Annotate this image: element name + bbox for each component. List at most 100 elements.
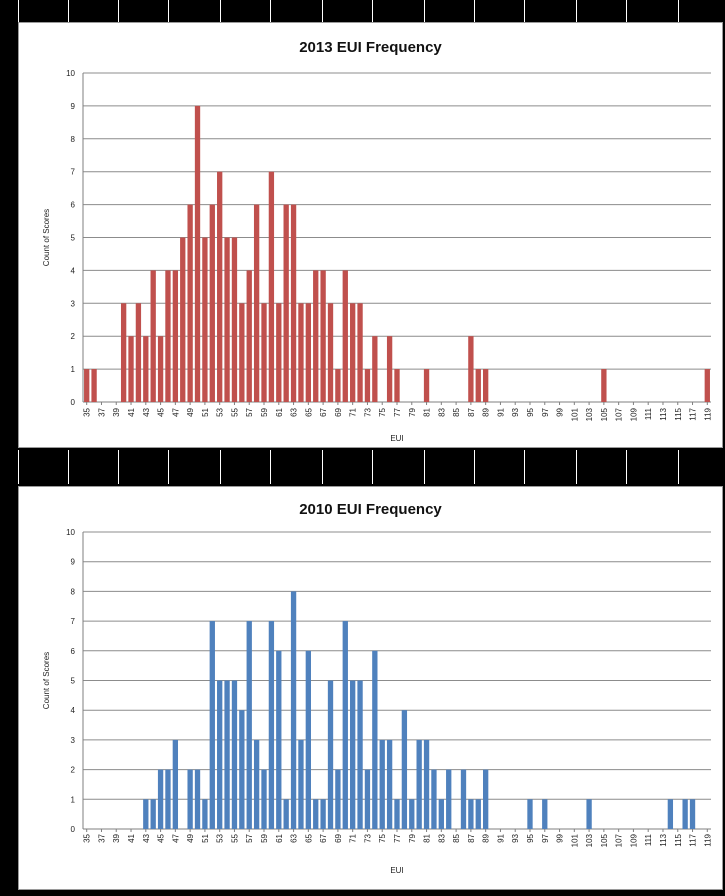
x-tick-label: 65: [304, 407, 313, 416]
bar: [120, 303, 127, 402]
bar: [438, 799, 444, 829]
bar: [409, 799, 415, 829]
y-tick-label: 0: [71, 398, 76, 407]
bar: [231, 680, 238, 829]
bar: [253, 204, 260, 402]
bar: [298, 739, 304, 829]
y-tick-label: 7: [71, 617, 76, 626]
y-tick-label: 5: [71, 234, 76, 243]
bar: [194, 769, 201, 829]
bar: [682, 799, 688, 829]
x-tick-label: 57: [245, 407, 254, 416]
bar: [386, 739, 393, 829]
bar: [460, 769, 467, 829]
bar: [335, 369, 341, 402]
bar: [320, 270, 326, 402]
x-tick-label: 107: [615, 407, 624, 421]
x-tick-label: 35: [83, 407, 92, 416]
y-tick-label: 5: [71, 677, 76, 686]
x-tick-label: 73: [363, 407, 372, 416]
y-tick-label: 7: [71, 168, 76, 177]
x-tick-label: 45: [157, 407, 166, 416]
x-tick-label: 91: [496, 833, 505, 842]
y-tick-label: 0: [71, 825, 76, 834]
chart-panel-2010: 2010 EUI Frequency 0 1 2 3 4 5 6 7 8 9 10 35 37 39 41 4…: [18, 486, 723, 890]
bar: [283, 799, 289, 829]
bar: [209, 621, 215, 829]
bar: [165, 769, 171, 829]
x-tick-label: 81: [423, 833, 432, 842]
x-tick-label: 41: [127, 407, 136, 416]
bar: [601, 369, 607, 402]
y-tick-label: 8: [71, 587, 76, 596]
bar: [157, 769, 164, 829]
bar: [276, 650, 282, 829]
x-tick-label: 59: [260, 407, 269, 416]
bar: [364, 369, 371, 402]
x-tick-label: 89: [482, 407, 491, 416]
x-tick-label: 79: [408, 833, 417, 842]
bar: [202, 799, 208, 829]
bar: [327, 303, 334, 402]
bar: [135, 303, 142, 402]
bar: [372, 336, 378, 402]
x-axis-label: EUI: [390, 866, 403, 875]
bar: [290, 591, 297, 829]
x-tick-label: 67: [319, 407, 328, 416]
bar: [335, 769, 341, 829]
bar: [342, 270, 348, 402]
bar: [150, 270, 156, 402]
x-tick-label: 113: [659, 833, 668, 846]
x-tick-label: 117: [689, 407, 698, 420]
x-tick-label: 49: [186, 407, 195, 416]
x-tick-label: 105: [600, 407, 609, 421]
bar: [231, 237, 238, 402]
x-tick-label: 117: [689, 833, 698, 846]
bar: [313, 799, 319, 829]
bar: [224, 237, 230, 402]
x-tick-label: 73: [363, 833, 372, 842]
x-tick-label: 59: [260, 833, 269, 842]
bar: [475, 799, 481, 829]
header-strip-middle: [0, 450, 725, 484]
x-tick-label: 69: [334, 407, 343, 416]
bar: [187, 204, 193, 402]
header-strip-top: [0, 0, 725, 22]
bar: [468, 336, 474, 402]
bar: [128, 336, 134, 402]
x-tick-label: 43: [142, 407, 151, 416]
x-tick-label: 101: [570, 833, 579, 847]
bar: [342, 621, 348, 829]
x-tick-label: 57: [245, 833, 254, 842]
bar: [689, 799, 696, 829]
x-tick-label: 39: [112, 407, 121, 416]
bar: [394, 369, 400, 402]
bar: [305, 303, 312, 402]
x-tick-label: 75: [378, 407, 387, 416]
y-tick-label: 2: [71, 766, 76, 775]
x-tick-label: 83: [437, 407, 446, 416]
y-tick-label: 10: [66, 69, 75, 78]
bar: [704, 369, 710, 402]
bar: [202, 237, 208, 402]
x-tick-label: 93: [511, 407, 520, 416]
bar: [386, 336, 393, 402]
y-tick-label: 4: [71, 266, 76, 275]
x-tick-label: 119: [703, 833, 712, 846]
x-tick-label: 51: [201, 407, 210, 416]
x-tick-label: 77: [393, 407, 402, 416]
x-tick-label: 115: [674, 407, 683, 420]
bar: [172, 270, 179, 402]
y-tick-label: 9: [71, 102, 76, 111]
bar: [527, 799, 533, 829]
x-tick-label: 119: [703, 407, 712, 420]
x-tick-label: 91: [496, 407, 505, 416]
x-tick-label: 61: [275, 407, 284, 416]
bar: [468, 799, 474, 829]
x-tick-label: 103: [585, 833, 594, 847]
bar: [180, 237, 186, 402]
bar: [143, 799, 149, 829]
x-tick-label: 53: [216, 407, 225, 416]
